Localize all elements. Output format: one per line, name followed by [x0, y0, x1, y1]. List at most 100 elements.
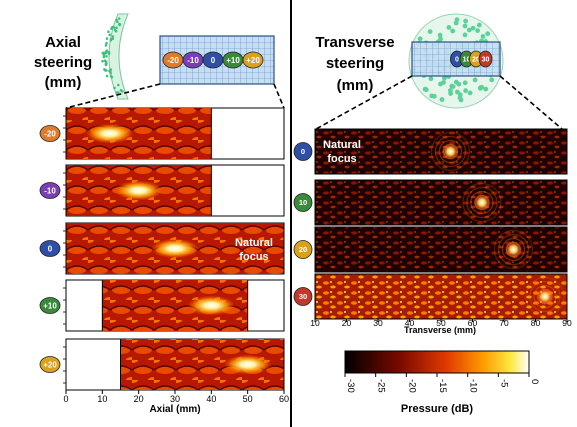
grid-marker-1: -10	[182, 51, 204, 69]
colorbar-tick-6: 0	[529, 379, 540, 384]
axial-focal-spot	[187, 295, 236, 316]
transverse-tick-3: 40	[405, 318, 415, 328]
axial-row-badge-2: 0	[39, 240, 61, 257]
transverse-grid-markers: 0 10 20 30	[450, 50, 493, 68]
right-title-line2: steering	[326, 55, 384, 72]
grid-marker-3-label: +10	[226, 56, 240, 65]
grid-marker-t3-label: 30	[482, 57, 490, 64]
transverse-tick-6: 70	[499, 318, 509, 328]
grid-marker-t0-label: 0	[455, 57, 459, 64]
axial-grid-markers: -20 -10 0 +10 +20	[162, 51, 264, 69]
colorbar-label: Pressure (dB)	[401, 403, 473, 415]
colorbar	[344, 350, 530, 374]
colorbar-tick-0: -30	[345, 379, 356, 393]
axial-row-0: -20	[39, 107, 285, 160]
axial-row-badge-0: -20	[39, 125, 61, 142]
axial-row-badge-0-label: -20	[44, 129, 56, 138]
transverse-row-0: 0	[293, 128, 568, 175]
axial-focal-spot	[85, 123, 134, 144]
transverse-tick-0: 10	[310, 318, 320, 328]
axial-row-2: 0	[39, 222, 285, 275]
axial-tick-4: 40	[206, 394, 216, 404]
axial-tick-3: 30	[170, 394, 180, 404]
transverse-row-badge-2-label: 20	[299, 245, 307, 254]
right-annotation-line1: Natural	[323, 139, 361, 151]
transverse-row-badge-0-label: 0	[301, 147, 305, 156]
axial-row-4: +20	[39, 338, 285, 391]
axial-tick-6: 60	[279, 394, 289, 404]
transverse-row-3: 30	[293, 273, 568, 320]
left-panel: Axial steering (mm) -20 -10 0 +10 +20 -20 -10…	[34, 13, 289, 415]
transverse-focal-spot	[504, 240, 523, 259]
transverse-pressure-field	[314, 128, 568, 175]
transverse-tick-2: 30	[373, 318, 383, 328]
transverse-row-badge-3: 30	[293, 287, 313, 306]
axial-tick-0: 0	[63, 394, 68, 404]
grid-marker-t1-label: 10	[463, 57, 471, 64]
right-panel: Transverse steering (mm) 0 10 20 30 0102030…	[293, 13, 572, 415]
transverse-tick-8: 90	[562, 318, 572, 328]
axial-focal-spot	[223, 354, 272, 375]
grid-marker-0: -20	[162, 51, 184, 69]
transverse-tick-4: 50	[436, 318, 446, 328]
transverse-pressure-field	[314, 226, 568, 273]
colorbar-tick-5: -5	[498, 379, 509, 387]
axial-row-badge-1-label: -10	[44, 186, 56, 195]
axial-x-axis: 0 10 20 30 40 50 60	[63, 390, 289, 404]
transverse-tick-5: 60	[468, 318, 478, 328]
left-annotation-line2: focus	[239, 251, 268, 263]
axial-row-badge-4-label: +20	[43, 360, 57, 369]
transverse-focal-spot	[472, 193, 491, 212]
transverse-tick-7: 80	[531, 318, 541, 328]
axial-row-3: +10	[39, 279, 285, 332]
axial-tick-1: 10	[97, 394, 107, 404]
axial-x-label: Axial (mm)	[149, 404, 200, 415]
grid-marker-t3: 30	[478, 50, 493, 68]
grid-marker-2-label: 0	[211, 56, 216, 65]
axial-focal-spot	[114, 180, 163, 201]
left-title-line2: steering	[34, 54, 92, 71]
grid-marker-0-label: -20	[167, 56, 179, 65]
grid-marker-2: 0	[202, 51, 224, 69]
left-annotation-line1: Natural	[235, 237, 273, 249]
axial-row-badge-1: -10	[39, 182, 61, 199]
left-title-line1: Axial	[45, 34, 81, 51]
right-annotation-line2: focus	[327, 153, 356, 165]
axial-focal-spot	[151, 238, 199, 259]
transverse-row-badge-0: 0	[293, 142, 313, 161]
transverse-x-axis: 10 20 30 40 50 60 70 80 90	[310, 318, 572, 328]
axial-row-badge-3-label: +10	[43, 301, 57, 310]
axial-transducer-icon	[101, 13, 129, 100]
transverse-row-1: 10	[293, 179, 568, 226]
transverse-row-2: 20	[293, 226, 568, 273]
transverse-focal-spot	[441, 142, 460, 161]
grid-marker-4-label: +20	[246, 56, 260, 65]
axial-row-badge-4: +20	[39, 356, 61, 373]
axial-row-badge-3: +10	[39, 297, 61, 314]
transverse-x-label: Transverse (mm)	[404, 325, 476, 335]
transverse-row-badge-3-label: 30	[299, 292, 307, 301]
transverse-focal-spot	[535, 287, 554, 306]
colorbar-tick-2: -20	[406, 379, 417, 393]
axial-row-1: -10	[39, 164, 285, 217]
axial-tick-5: 50	[243, 394, 253, 404]
transverse-pressure-field	[314, 179, 568, 226]
grid-marker-4: +20	[242, 51, 264, 69]
transverse-tick-1: 20	[342, 318, 352, 328]
transverse-row-badge-1-label: 10	[299, 198, 307, 207]
colorbar-tick-1: -25	[376, 379, 387, 393]
transverse-row-badge-1: 10	[293, 193, 313, 212]
grid-marker-t2-label: 20	[472, 57, 480, 64]
grid-marker-3: +10	[222, 51, 244, 69]
grid-marker-1-label: -10	[187, 56, 199, 65]
transverse-pressure-field	[314, 273, 568, 320]
right-title-line1: Transverse	[315, 34, 394, 51]
axial-row-badge-2-label: 0	[48, 244, 53, 253]
colorbar-tick-3: -15	[437, 379, 448, 393]
colorbar-tick-4: -10	[468, 379, 479, 393]
left-title-line3: (mm)	[45, 74, 82, 91]
transverse-row-badge-2: 20	[293, 240, 313, 259]
right-title-line3: (mm)	[337, 77, 374, 94]
colorbar-ticks: -30 -25 -20 -15 -10 -5 0	[344, 373, 540, 393]
